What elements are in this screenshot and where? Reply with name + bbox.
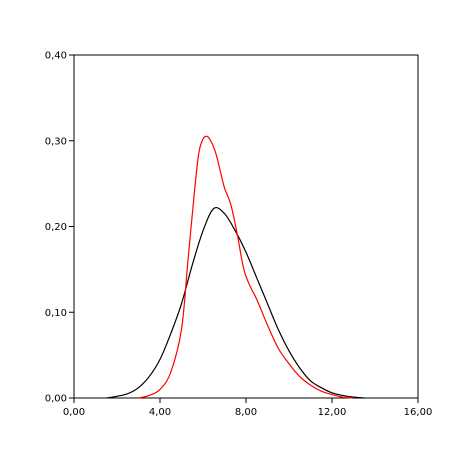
series-line-black — [106, 206, 365, 399]
x-tick-label: 16,00 — [404, 407, 433, 418]
y-tick-label: 0,20 — [45, 222, 67, 233]
series-line-red — [138, 135, 354, 399]
x-tick-label: 4,00 — [149, 407, 171, 418]
y-tick-label: 0,00 — [45, 394, 67, 405]
series-layer — [106, 135, 365, 399]
y-tick-label: 0,10 — [45, 308, 67, 319]
x-tick-label: 8,00 — [235, 407, 257, 418]
y-tick-label: 0,40 — [45, 51, 67, 62]
y-axis: 0,00 0,10 0,20 0,30 0,40 — [45, 51, 74, 405]
x-tick-label: 0,00 — [63, 407, 85, 418]
y-tick-label: 0,30 — [45, 136, 67, 147]
x-tick-label: 12,00 — [318, 407, 347, 418]
x-axis: 0,00 4,00 8,00 12,00 16,00 — [63, 398, 432, 418]
